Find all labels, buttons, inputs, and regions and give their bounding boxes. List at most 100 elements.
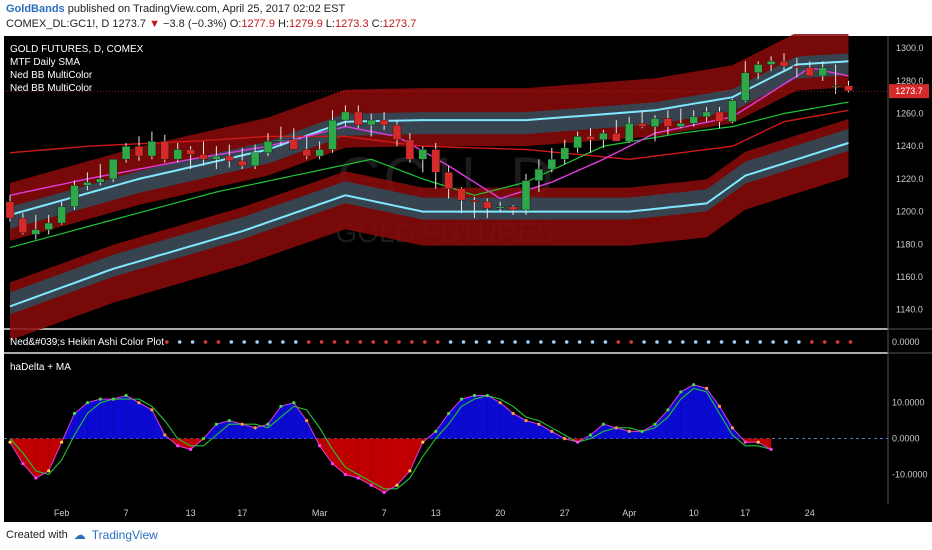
price-tick-label: 1140.0 — [896, 305, 923, 315]
delta-point — [318, 444, 322, 448]
delta-area-segment — [229, 420, 243, 439]
delta-point — [214, 422, 218, 426]
time-tick-label: 7 — [124, 508, 129, 518]
time-tick-label: 20 — [495, 508, 505, 518]
candle-body — [263, 141, 273, 153]
tradingview-brand[interactable]: TradingView — [91, 528, 158, 542]
time-axis[interactable]: Feb 7 13 17 Mar 7 13 20 27 Apr 10 17 24 — [54, 508, 815, 518]
upper-red-band — [10, 34, 849, 241]
delta-area-segment — [371, 438, 385, 493]
delta-area-segment — [345, 438, 359, 479]
symbol-label: COMEX_DL:GC1!, D — [6, 18, 110, 30]
delta-point — [279, 404, 283, 408]
price-tick-label: 1200.0 — [896, 207, 924, 217]
time-tick-label: 17 — [237, 508, 247, 518]
heikin-dot — [332, 340, 337, 344]
legend-ned-bb-1[interactable]: Ned BB MultiColor — [10, 70, 93, 81]
delta-point — [47, 469, 51, 473]
delta-point — [292, 401, 296, 405]
delta-point — [8, 440, 12, 444]
delta-point — [601, 422, 606, 426]
lower-cyan-line — [9, 142, 849, 308]
time-tick-label: Feb — [54, 508, 70, 518]
candle-body — [108, 159, 118, 180]
open-label: O: — [229, 18, 242, 30]
delta-point — [434, 429, 438, 434]
heikin-dot — [706, 340, 711, 344]
delta-point — [253, 426, 257, 430]
heikin-dot — [397, 340, 401, 344]
heikin-pane-title[interactable]: Ned&#039;s Heikin Ashi Color Plot — [10, 337, 164, 348]
time-tick-label: 7 — [382, 508, 387, 518]
candle-body — [547, 159, 556, 170]
candle-body — [315, 149, 324, 157]
delta-point — [227, 419, 231, 423]
price-axis[interactable]: 1140.0 1160.0 1180.0 1200.0 1220.0 1240.0 1260… — [896, 43, 924, 314]
candle-body — [431, 149, 440, 173]
delta-line — [9, 384, 772, 493]
delta-point — [189, 447, 193, 451]
delta-point — [588, 433, 593, 437]
delta-point — [382, 490, 386, 495]
time-tick-label: Apr — [622, 508, 636, 518]
candle-body — [44, 222, 53, 230]
heikin-dot — [165, 340, 169, 344]
heikin-pane-value: 0.0000 — [892, 337, 920, 347]
delta-point — [524, 419, 528, 423]
delta-point — [705, 386, 709, 390]
legend-mtf-sma[interactable]: MTF Daily SMA — [10, 57, 80, 68]
price-tick-label: 1300.0 — [896, 43, 924, 53]
time-tick-label: 13 — [431, 508, 441, 518]
candle-body — [521, 180, 531, 211]
candle-body — [5, 201, 15, 219]
heikin-dot — [539, 340, 543, 344]
candle-body — [483, 201, 492, 209]
candle-body — [818, 67, 827, 77]
candle-body — [31, 229, 40, 235]
candle-body — [276, 139, 286, 142]
heikin-dot — [719, 340, 724, 344]
delta-area-segment — [35, 438, 49, 479]
candle-body — [367, 119, 376, 126]
heikin-dot — [268, 340, 272, 344]
footer: Created with ☁ TradingView — [6, 528, 158, 542]
delta-point — [717, 404, 722, 408]
heikin-dot — [758, 340, 762, 344]
time-tick-label: 13 — [186, 508, 196, 518]
legend-ned-bb-2[interactable]: Ned BB MultiColor — [10, 83, 93, 94]
low-value: 1273.3 — [334, 18, 369, 30]
chart-canvas[interactable]: GC1!, D GOLD FUTURES 1140.01160.01180.01… — [0, 34, 932, 524]
heikin-dot — [655, 340, 659, 344]
delta-point — [60, 440, 64, 444]
delta-area-segment — [693, 384, 707, 439]
legend-gold-futures[interactable]: GOLD FUTURES, D, COMEX — [10, 44, 144, 55]
delta-area-segment — [280, 402, 294, 439]
delta-point — [201, 436, 206, 441]
delta-pane-title[interactable]: haDelta + MA — [10, 362, 71, 373]
heikin-dot — [423, 340, 427, 344]
author-link[interactable]: GoldBands — [6, 3, 65, 15]
delta-area-segment — [603, 424, 617, 439]
heikin-dot — [526, 340, 530, 344]
heikin-dot — [487, 340, 492, 344]
delta-area-segment — [655, 409, 668, 439]
delta-area-segment — [758, 438, 772, 450]
delta-point — [176, 444, 180, 448]
heikin-dot — [784, 340, 788, 344]
heikin-dot — [384, 340, 388, 344]
candle-body — [237, 160, 247, 167]
candle-body — [289, 139, 298, 150]
delta-point — [563, 436, 567, 441]
time-tick-label: 27 — [560, 508, 570, 518]
heikin-dot — [345, 340, 350, 344]
time-tick-label: 24 — [805, 508, 815, 518]
price-tick-label: 1220.0 — [896, 174, 924, 184]
delta-area-segment — [332, 438, 346, 475]
heikin-dot — [835, 340, 840, 344]
delta-point — [537, 422, 541, 426]
delta-point — [550, 429, 554, 434]
publish-line: GoldBands published on TradingView.com, … — [6, 3, 345, 15]
high-value: 1279.9 — [289, 18, 323, 30]
heikin-dot — [371, 340, 376, 344]
heikin-dot — [500, 340, 505, 344]
